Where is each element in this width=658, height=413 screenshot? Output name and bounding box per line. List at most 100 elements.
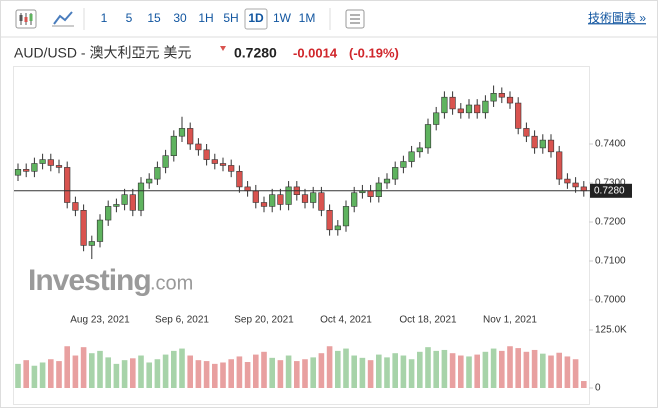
candle-body [137, 182, 145, 211]
candle-body [523, 128, 530, 137]
interval-button[interactable]: 1H [198, 11, 213, 25]
candle-body [310, 192, 317, 203]
volume-bar [31, 365, 38, 388]
volume-bar [244, 362, 251, 388]
volume-bar [269, 357, 275, 388]
volume-bar [581, 381, 587, 388]
volume-bar [113, 363, 120, 388]
volume-bar [302, 359, 308, 388]
volume-bar [48, 359, 54, 388]
candle-body [203, 149, 210, 160]
volume-bar [294, 361, 300, 388]
x-tick-label: Sep 6, 2021 [155, 315, 209, 326]
volume-bar [212, 363, 218, 388]
candle-body [556, 151, 563, 180]
interval-button[interactable]: 1 [101, 11, 108, 25]
interval-button[interactable]: 30 [173, 11, 187, 25]
candle-body [547, 139, 555, 153]
candle-body [474, 104, 481, 114]
volume-bar [179, 348, 185, 388]
volume-bar [80, 347, 87, 388]
y-tick-label: 0.7000 [595, 295, 626, 306]
volume-bar [23, 360, 29, 388]
volume-bar [138, 355, 144, 388]
candle-body [441, 96, 448, 114]
volume-bar [556, 352, 562, 388]
watermark: Investing .com [28, 264, 193, 297]
volume-bar [261, 351, 267, 388]
candle-body [64, 167, 71, 203]
candle-body [80, 210, 87, 246]
volume-bar [482, 351, 489, 388]
candle-body [342, 206, 350, 227]
candle-body [506, 96, 514, 104]
candle-body [400, 161, 407, 168]
interval-button[interactable]: 5H [223, 11, 238, 25]
candle-body [457, 108, 464, 114]
interval-button[interactable]: 1M [299, 11, 316, 25]
candle-body [408, 151, 415, 162]
plot-frame [13, 66, 590, 405]
technical-chart-link[interactable]: 技術圖表 » [588, 11, 646, 25]
candle-body [351, 192, 358, 207]
volume-bar [228, 359, 234, 388]
volume-bar [97, 350, 103, 388]
candle-body [88, 241, 95, 246]
y-tick-label: 0.7200 [595, 217, 626, 228]
change: -0.0014 [293, 45, 338, 60]
candle-body [383, 178, 391, 184]
line-icon[interactable] [52, 11, 74, 27]
volume-bar [408, 359, 415, 388]
volume-bar [162, 354, 169, 388]
candle-body [47, 159, 54, 166]
interval-button[interactable]: 5 [126, 11, 133, 25]
x-tick-label: Oct 18, 2021 [399, 315, 457, 326]
x-tick-label: Sep 20, 2021 [234, 315, 294, 326]
volume-bar [507, 346, 513, 388]
candle-body [14, 169, 22, 176]
candle-body [72, 202, 79, 211]
interval-button[interactable]: 1D [248, 11, 264, 25]
y-tick-label: 0.7300 [595, 178, 626, 189]
volume-bar [351, 355, 357, 388]
volume-bar [203, 361, 210, 388]
candle-body [564, 178, 571, 184]
price: 0.7280 [234, 45, 277, 61]
volume-bar [326, 346, 333, 388]
candle-body [211, 159, 218, 164]
interval-button[interactable]: 1W [273, 11, 292, 25]
volume-bar [253, 354, 259, 388]
candle-body [285, 186, 292, 205]
candle-body [96, 219, 104, 242]
candle-body [129, 194, 136, 211]
interval-button[interactable]: 15 [147, 11, 161, 25]
candle-body [367, 190, 374, 197]
candle-body [170, 135, 177, 156]
volume-bar [523, 351, 530, 388]
x-tick-label: Oct 4, 2021 [320, 315, 372, 326]
volume-bar [367, 360, 374, 388]
volume-bar [277, 360, 284, 388]
volume-bar [105, 357, 111, 388]
volume-bar [310, 357, 316, 388]
candle-body [539, 139, 546, 149]
volume-bar [474, 354, 480, 388]
volume-tick-label: 125.0K [595, 325, 627, 336]
active-interval-box [244, 8, 268, 30]
candle-body [146, 178, 153, 184]
candle-body [187, 128, 194, 145]
volume-bar [449, 353, 456, 388]
candle-body [449, 96, 456, 110]
volume-bar [490, 348, 497, 388]
down-arrow [220, 46, 226, 51]
candle-icon[interactable] [15, 9, 37, 29]
candle-body [23, 169, 30, 172]
candle-body [252, 190, 259, 203]
settings-icon[interactable] [345, 9, 365, 29]
volume-bar [220, 362, 226, 388]
volume-bar [441, 349, 448, 388]
volume-bar [343, 348, 349, 388]
volume-bar [39, 362, 46, 388]
candle-body [424, 124, 432, 149]
